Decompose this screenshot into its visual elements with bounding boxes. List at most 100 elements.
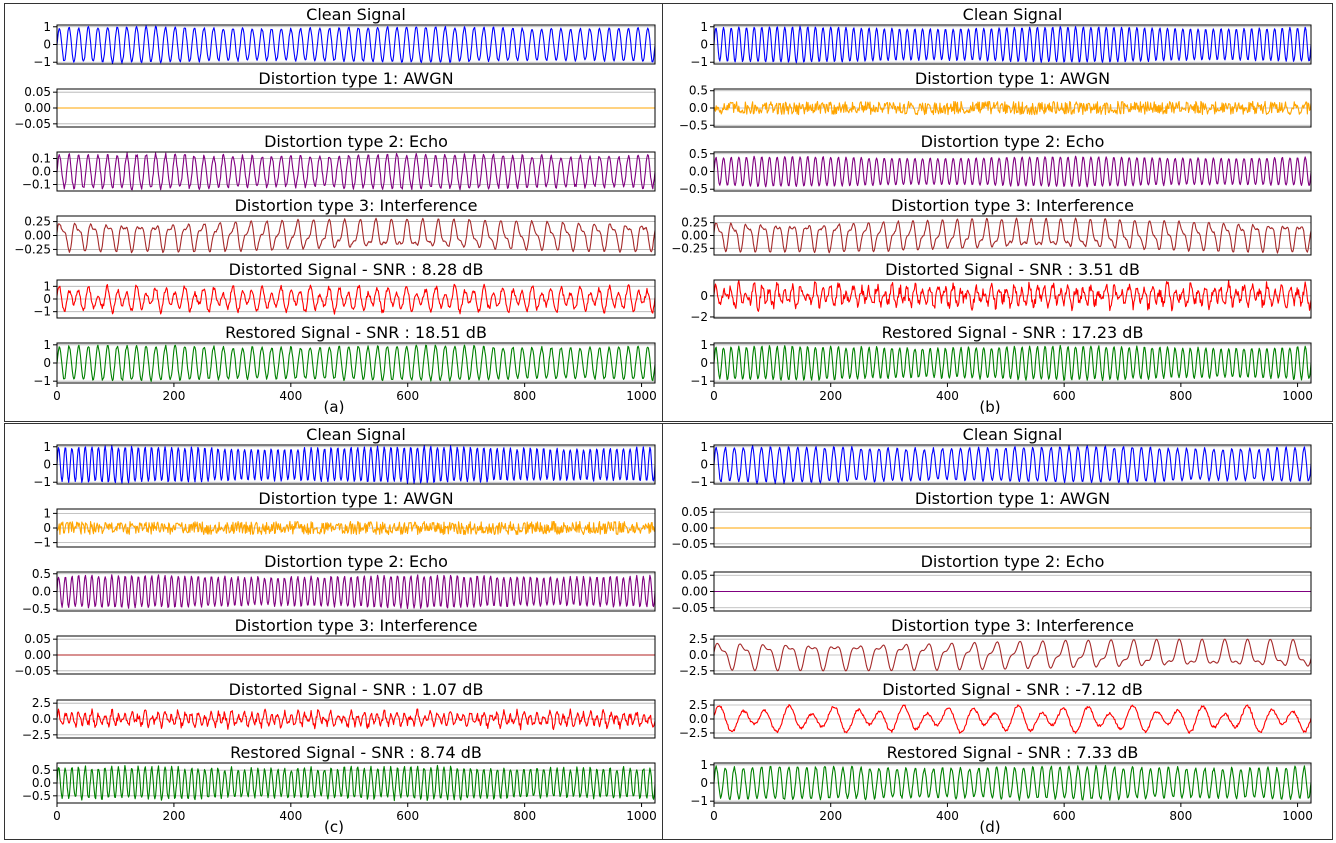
subplot-title: Distorted Signal - SNR : 1.07 dB — [229, 680, 484, 699]
plot-frame — [56, 342, 656, 384]
x-tick-label: 0 — [53, 809, 61, 823]
subplot: Clean Signal −1 0 1 — [690, 425, 1312, 489]
y-tick-label: 0 — [700, 776, 708, 790]
x-tick-label: 200 — [162, 809, 185, 823]
subplot: Distorted Signal - SNR : 1.07 dB −2.5 0.0 2… — [22, 680, 656, 742]
y-tick-label: 0.05 — [24, 632, 51, 646]
panel-label: (a) — [324, 398, 345, 416]
y-tick-label: 2.5 — [32, 696, 51, 710]
plot-frame — [56, 279, 656, 319]
panel-border — [662, 3, 1333, 422]
subplot: Distortion type 1: AWGN −0.05 0.00 0.05 — [671, 489, 1312, 551]
plot-frame — [713, 444, 1312, 485]
y-tick-label: −1 — [33, 374, 51, 388]
x-tick-label: 800 — [513, 389, 536, 403]
x-tick-label: 600 — [396, 809, 419, 823]
y-tick-label: 1 — [700, 758, 708, 772]
y-tick-label: −1 — [690, 794, 708, 808]
plot-frame — [713, 508, 1312, 548]
y-tick-label: −2.5 — [679, 726, 708, 740]
subplot: Distortion type 3: Interference −2.5 0.0 2.… — [679, 616, 1312, 678]
plot-frame — [56, 635, 656, 675]
y-tick-label: 0 — [43, 292, 51, 306]
x-tick-label: 1000 — [1282, 809, 1313, 823]
y-tick-label: 1 — [700, 20, 708, 34]
series-line — [713, 25, 1312, 64]
y-tick-label: −0.25 — [14, 242, 51, 256]
series-line — [56, 708, 656, 731]
subplot-title: Restored Signal - SNR : 17.23 dB — [882, 323, 1144, 342]
series-line — [56, 764, 656, 802]
y-tick-label: −1 — [690, 475, 708, 489]
plot-frame — [713, 571, 1312, 612]
subplot-title: Distorted Signal - SNR : 3.51 dB — [885, 260, 1140, 279]
y-tick-label: 2.5 — [689, 698, 708, 712]
subplot-title: Distortion type 1: AWGN — [915, 69, 1110, 88]
y-tick-label: 2.5 — [689, 632, 708, 646]
y-tick-label: −2.5 — [22, 728, 51, 742]
y-tick-label: 1 — [43, 506, 51, 520]
plot-frame — [713, 635, 1312, 675]
y-tick-label: 1 — [43, 20, 51, 34]
subplot: Distortion type 3: Interference −0.05 0.00… — [14, 616, 656, 678]
y-tick-label: 0 — [700, 356, 708, 370]
plot-frame — [713, 762, 1312, 804]
series-line — [56, 152, 656, 191]
panel-border — [662, 423, 1333, 840]
plot-frame — [713, 88, 1312, 128]
y-tick-label: 1 — [43, 440, 51, 454]
plot-frame — [56, 699, 656, 739]
panel-label: (b) — [979, 398, 1000, 416]
series-line — [713, 445, 1312, 484]
subplot: Distortion type 1: AWGN −0.05 0.00 0.05 — [14, 69, 656, 131]
plot-frame — [56, 215, 656, 256]
y-tick-label: −0.05 — [14, 664, 51, 678]
y-tick-label: −0.1 — [22, 178, 51, 192]
plot-frame — [713, 279, 1312, 319]
panel-label: (d) — [979, 818, 1000, 836]
x-tick-label: 600 — [1053, 389, 1076, 403]
subplot: Distortion type 1: AWGN −0.5 0.0 0.5 — [679, 69, 1312, 132]
y-tick-label: −1 — [33, 55, 51, 69]
subplot-title: Distortion type 1: AWGN — [258, 489, 453, 508]
y-tick-label: −2 — [690, 310, 708, 324]
x-tick-label: 400 — [936, 389, 959, 403]
y-tick-label: 0 — [43, 38, 51, 52]
x-tick-label: 1000 — [626, 809, 657, 823]
plot-frame — [56, 571, 656, 612]
panel-a: Clean Signal −1 0 1 Distortion type 1: AWGN−… — [4, 3, 663, 422]
x-tick-label: 0 — [710, 389, 718, 403]
subplot-title: Clean Signal — [963, 5, 1063, 24]
subplot-title: Clean Signal — [306, 5, 406, 24]
series-line — [713, 704, 1312, 734]
y-tick-label: −0.5 — [679, 182, 708, 196]
subplot-title: Distortion type 1: AWGN — [915, 489, 1110, 508]
x-tick-label: 400 — [279, 389, 302, 403]
y-tick-label: 0.5 — [32, 567, 51, 581]
series-line — [56, 344, 656, 382]
y-tick-label: −1 — [33, 536, 51, 550]
subplot: Clean Signal −1 0 1 — [33, 5, 656, 69]
subplot: Restored Signal - SNR : 8.74 dB −0.50.00.… — [22, 743, 657, 823]
plot-frame — [56, 24, 656, 65]
plot-frame — [713, 699, 1312, 739]
subplot-title: Distorted Signal - SNR : -7.12 dB — [882, 680, 1143, 699]
y-tick-label: 0.0 — [32, 585, 51, 599]
series-line — [713, 280, 1312, 312]
subplot-title: Distortion type 3: Interference — [235, 616, 478, 635]
y-tick-label: −0.5 — [679, 118, 708, 132]
x-tick-label: 600 — [396, 389, 419, 403]
subplot-title: Distortion type 2: Echo — [921, 552, 1105, 571]
y-tick-label: 0 — [43, 356, 51, 370]
y-tick-label: −0.05 — [671, 601, 708, 615]
subplot: Distortion type 1: AWGN −101 — [33, 489, 656, 550]
subplot: Distortion type 2: Echo −0.5 0.0 0.5 — [22, 552, 656, 616]
subplot-title: Distortion type 2: Echo — [264, 552, 448, 571]
series-line — [56, 574, 656, 609]
y-tick-label: 0.00 — [24, 648, 51, 662]
series-line — [56, 283, 656, 315]
y-tick-label: 0.0 — [689, 712, 708, 726]
y-tick-label: 0.0 — [32, 712, 51, 726]
